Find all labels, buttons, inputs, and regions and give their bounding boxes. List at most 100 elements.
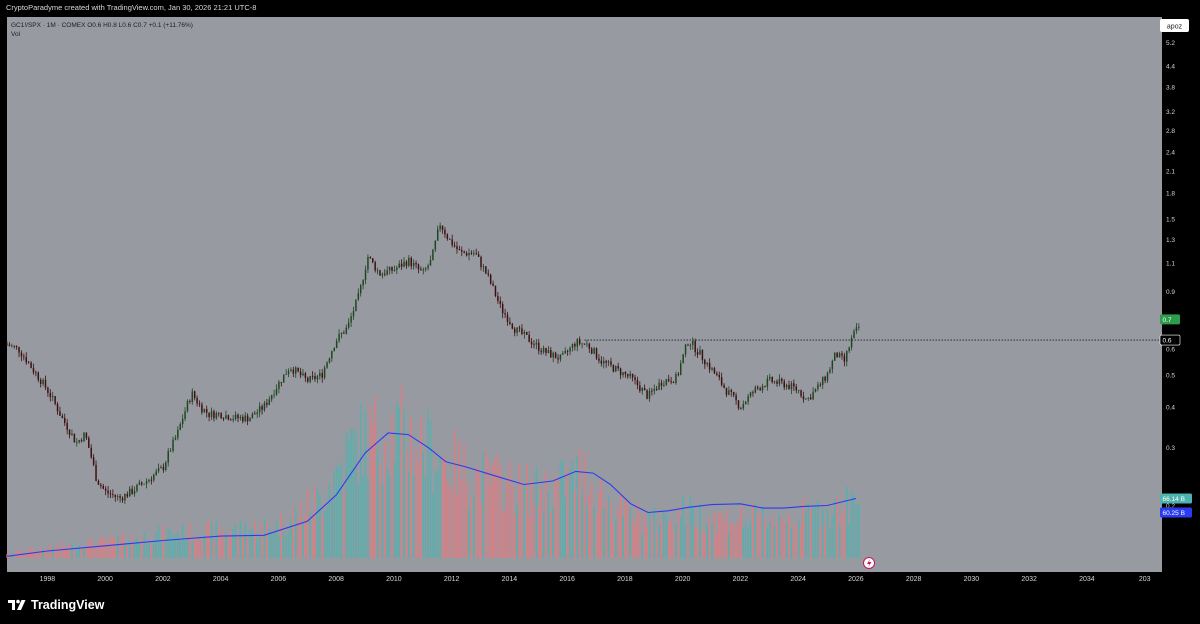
candle-body <box>749 392 752 397</box>
volume-bar <box>672 530 675 558</box>
candle-body <box>665 379 668 385</box>
candle-body <box>802 396 805 400</box>
candle-body <box>578 339 581 344</box>
volume-bar <box>509 461 511 558</box>
volume-bar <box>359 403 362 558</box>
volume-bar <box>564 497 566 558</box>
volume-bar <box>107 542 109 558</box>
tradingview-logo[interactable]: TradingView <box>8 598 104 612</box>
candle-body <box>121 498 124 501</box>
candle-body <box>150 479 153 481</box>
candle-body <box>396 267 398 270</box>
volume-bar <box>316 488 319 558</box>
volume-bar <box>583 452 586 558</box>
candle-body <box>675 374 677 383</box>
candle-body <box>415 262 417 265</box>
candle-body <box>809 397 812 400</box>
candle <box>230 418 232 421</box>
candle-body <box>814 388 817 392</box>
candle-body <box>530 341 533 345</box>
volume-bar <box>398 407 400 558</box>
candle <box>850 335 853 351</box>
candle-body <box>364 269 367 281</box>
candle-body <box>465 252 468 256</box>
candle-body <box>689 344 692 346</box>
candle <box>497 291 499 304</box>
candle <box>172 436 174 453</box>
candle <box>631 373 634 382</box>
volume-bar <box>266 524 268 558</box>
volume-bar <box>196 537 198 558</box>
volume-bar <box>403 408 405 558</box>
candle <box>836 352 838 358</box>
chart-legend[interactable]: GC1!/SPX · 1M · COMEX O0.6 H0.8 L0.6 C0.… <box>11 21 193 39</box>
candle-body <box>684 344 687 355</box>
candle-body <box>297 367 299 372</box>
candle-body <box>603 360 605 364</box>
candle-body <box>848 347 850 352</box>
volume-bar <box>275 519 278 558</box>
volume-bar <box>728 533 730 558</box>
volume-bar <box>256 537 258 558</box>
candle <box>49 389 52 402</box>
volume-bar <box>427 409 429 558</box>
volume-bar <box>309 512 311 558</box>
volume-bar <box>848 523 850 558</box>
candle <box>66 419 68 435</box>
candle <box>338 329 340 343</box>
candle <box>566 349 569 356</box>
volume-bar <box>562 461 564 558</box>
candle-body <box>489 274 492 284</box>
price-axis[interactable] <box>1162 17 1200 572</box>
candle-body <box>776 381 778 384</box>
candle-body <box>59 411 61 416</box>
volume-bar <box>586 505 588 558</box>
candle-body <box>15 346 18 347</box>
volume-bar <box>153 540 155 558</box>
candle-body <box>513 328 516 333</box>
time-tick-label: 2018 <box>617 576 633 583</box>
volume-bar <box>764 520 766 558</box>
candle <box>104 486 107 496</box>
candle <box>256 409 258 419</box>
candle <box>309 375 311 384</box>
candle-body <box>256 412 258 415</box>
volume-bar <box>480 502 482 558</box>
volume-bar <box>80 546 83 558</box>
volume-bar <box>162 524 165 558</box>
flash-replay-icon[interactable] <box>863 557 875 569</box>
volume-bar <box>345 432 348 558</box>
volume-bar <box>338 468 340 558</box>
volume-bar <box>258 533 261 558</box>
volume-bar <box>444 456 446 558</box>
volume-bar <box>855 503 858 558</box>
time-axis-bg[interactable] <box>7 572 1162 589</box>
candle <box>720 372 723 387</box>
volume-bar <box>581 489 583 558</box>
price-tick-label: 1.8 <box>1166 191 1175 198</box>
candle <box>593 346 595 355</box>
time-tick-label: 2004 <box>213 576 229 583</box>
candle-body <box>701 350 704 360</box>
candle <box>319 369 321 380</box>
volume-bar <box>449 485 451 558</box>
time-tick-label: 2024 <box>790 576 806 583</box>
time-tick-label: 2012 <box>444 576 460 583</box>
volume-bar <box>37 552 40 558</box>
candle <box>133 486 136 497</box>
candle-body <box>268 399 271 405</box>
candle-body <box>725 387 728 395</box>
candle-body <box>728 390 730 395</box>
candle <box>39 377 42 388</box>
scale-mode-button[interactable]: apoz <box>1160 19 1189 32</box>
volume-bar <box>836 496 838 558</box>
candle <box>90 444 92 459</box>
volume-bar <box>97 541 100 558</box>
candle-body <box>347 322 350 328</box>
candle-body <box>167 451 169 463</box>
candle <box>116 494 119 501</box>
candle-body <box>477 254 480 257</box>
candle-body <box>379 270 381 276</box>
candle <box>489 273 492 285</box>
